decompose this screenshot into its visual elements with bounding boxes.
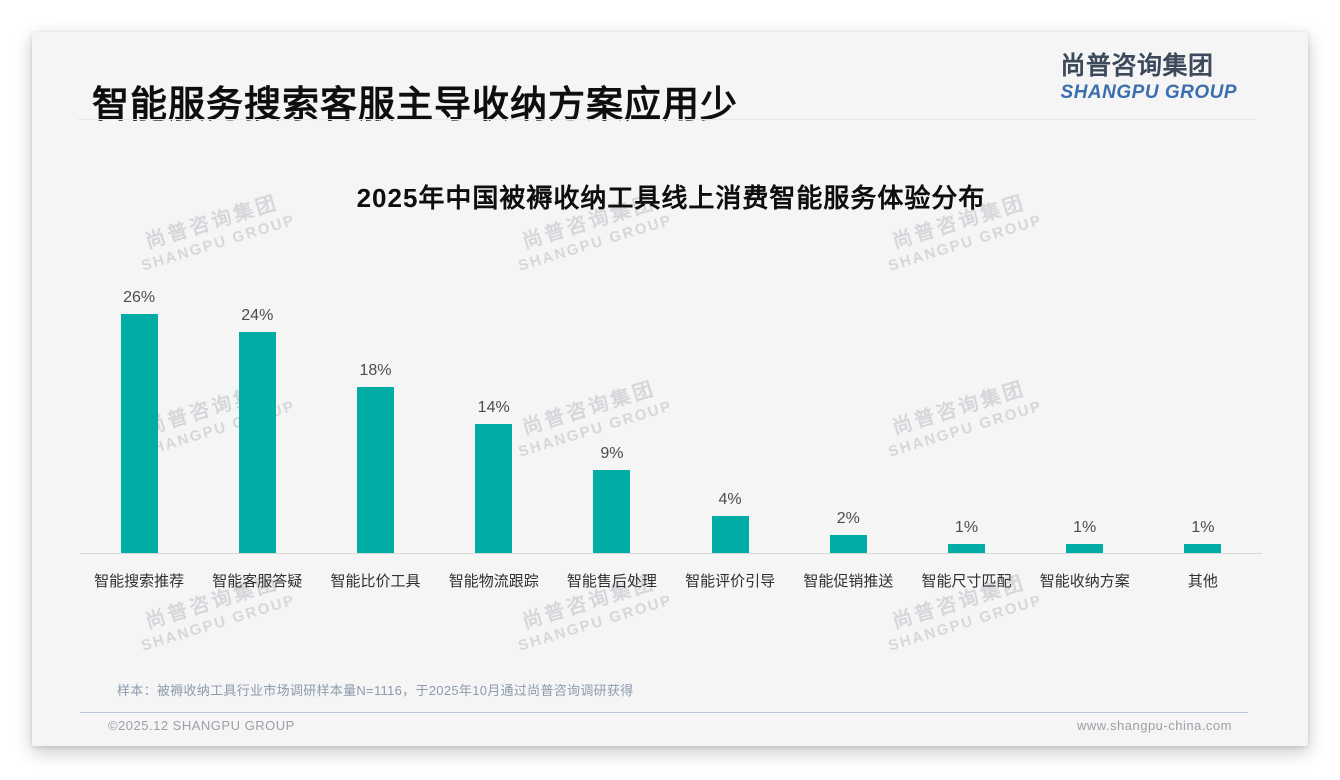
plot-area: 26% 24% 18% 14% 9% 4% 2% 1% 1% 1% — [80, 288, 1262, 554]
bar-value-label: 4% — [718, 491, 742, 508]
watermark-english-text: SHANGPU GROUP — [516, 591, 675, 655]
footer-divider — [80, 712, 1248, 713]
sample-note: 样本：被褥收纳工具行业市场调研样本量N=1116，于2025年10月通过尚普咨询… — [117, 683, 634, 698]
bar-value-label: 9% — [600, 445, 624, 462]
category-label: 智能促销推送 — [803, 573, 894, 590]
bar — [238, 332, 276, 553]
watermark-english-text: SHANGPU GROUP — [886, 591, 1045, 655]
watermark-english-text: SHANGPU GROUP — [516, 211, 675, 275]
category-label: 智能比价工具 — [330, 573, 421, 590]
bar — [711, 516, 749, 553]
watermark-english-text: SHANGPU GROUP — [139, 211, 298, 275]
bar-value-label: 24% — [241, 307, 274, 324]
watermark-english-text: SHANGPU GROUP — [886, 211, 1045, 275]
page-title: 智能服务搜索客服主导收纳方案应用少 — [92, 84, 738, 125]
title-divider — [78, 119, 1256, 120]
report-card: 智能服务搜索客服主导收纳方案应用少 尚普咨询集团 SHANGPU GROUP 尚… — [32, 32, 1308, 746]
category-label: 智能搜索推荐 — [94, 573, 185, 590]
bar-value-label: 2% — [836, 510, 860, 527]
bar-value-label: 1% — [1073, 519, 1097, 536]
bar — [475, 424, 513, 553]
bar — [948, 544, 985, 553]
category-label: 智能物流跟踪 — [448, 573, 539, 590]
category-label: 智能售后处理 — [566, 573, 657, 590]
bar — [1184, 544, 1222, 553]
footer-website: www.shangpu-china.com — [1076, 718, 1232, 733]
category-axis: 智能搜索推荐 智能客服答疑 智能比价工具 智能物流跟踪 智能售后处理 智能评价引导 智能促销… — [80, 570, 1262, 591]
logo-chinese-name: 尚普咨询集团 — [1060, 52, 1214, 80]
category-label: 智能评价引导 — [685, 573, 776, 590]
bar — [120, 314, 158, 553]
bar — [829, 535, 867, 553]
category-label: 其他 — [1187, 573, 1218, 590]
watermark-english-text: SHANGPU GROUP — [139, 591, 298, 655]
bar-value-label: 26% — [123, 289, 156, 306]
bar — [593, 470, 631, 553]
bar-value-label: 1% — [1191, 519, 1215, 536]
bar — [1066, 544, 1104, 553]
bar-value-label: 18% — [359, 362, 392, 379]
category-label: 智能尺寸匹配 — [921, 573, 1012, 590]
chart-title: 2025年中国被褥收纳工具线上消费智能服务体验分布 — [356, 183, 986, 213]
category-label: 智能客服答疑 — [212, 573, 303, 590]
category-label: 智能收纳方案 — [1039, 573, 1130, 590]
bar — [357, 387, 394, 553]
logo-english-name: SHANGPU GROUP — [1060, 82, 1237, 103]
company-logo: 尚普咨询集团 SHANGPU GROUP — [1060, 52, 1237, 103]
bar-value-label: 1% — [954, 519, 979, 536]
bar-value-label: 14% — [477, 399, 510, 416]
footer-copyright: ©2025.12 SHANGPU GROUP — [108, 718, 295, 733]
